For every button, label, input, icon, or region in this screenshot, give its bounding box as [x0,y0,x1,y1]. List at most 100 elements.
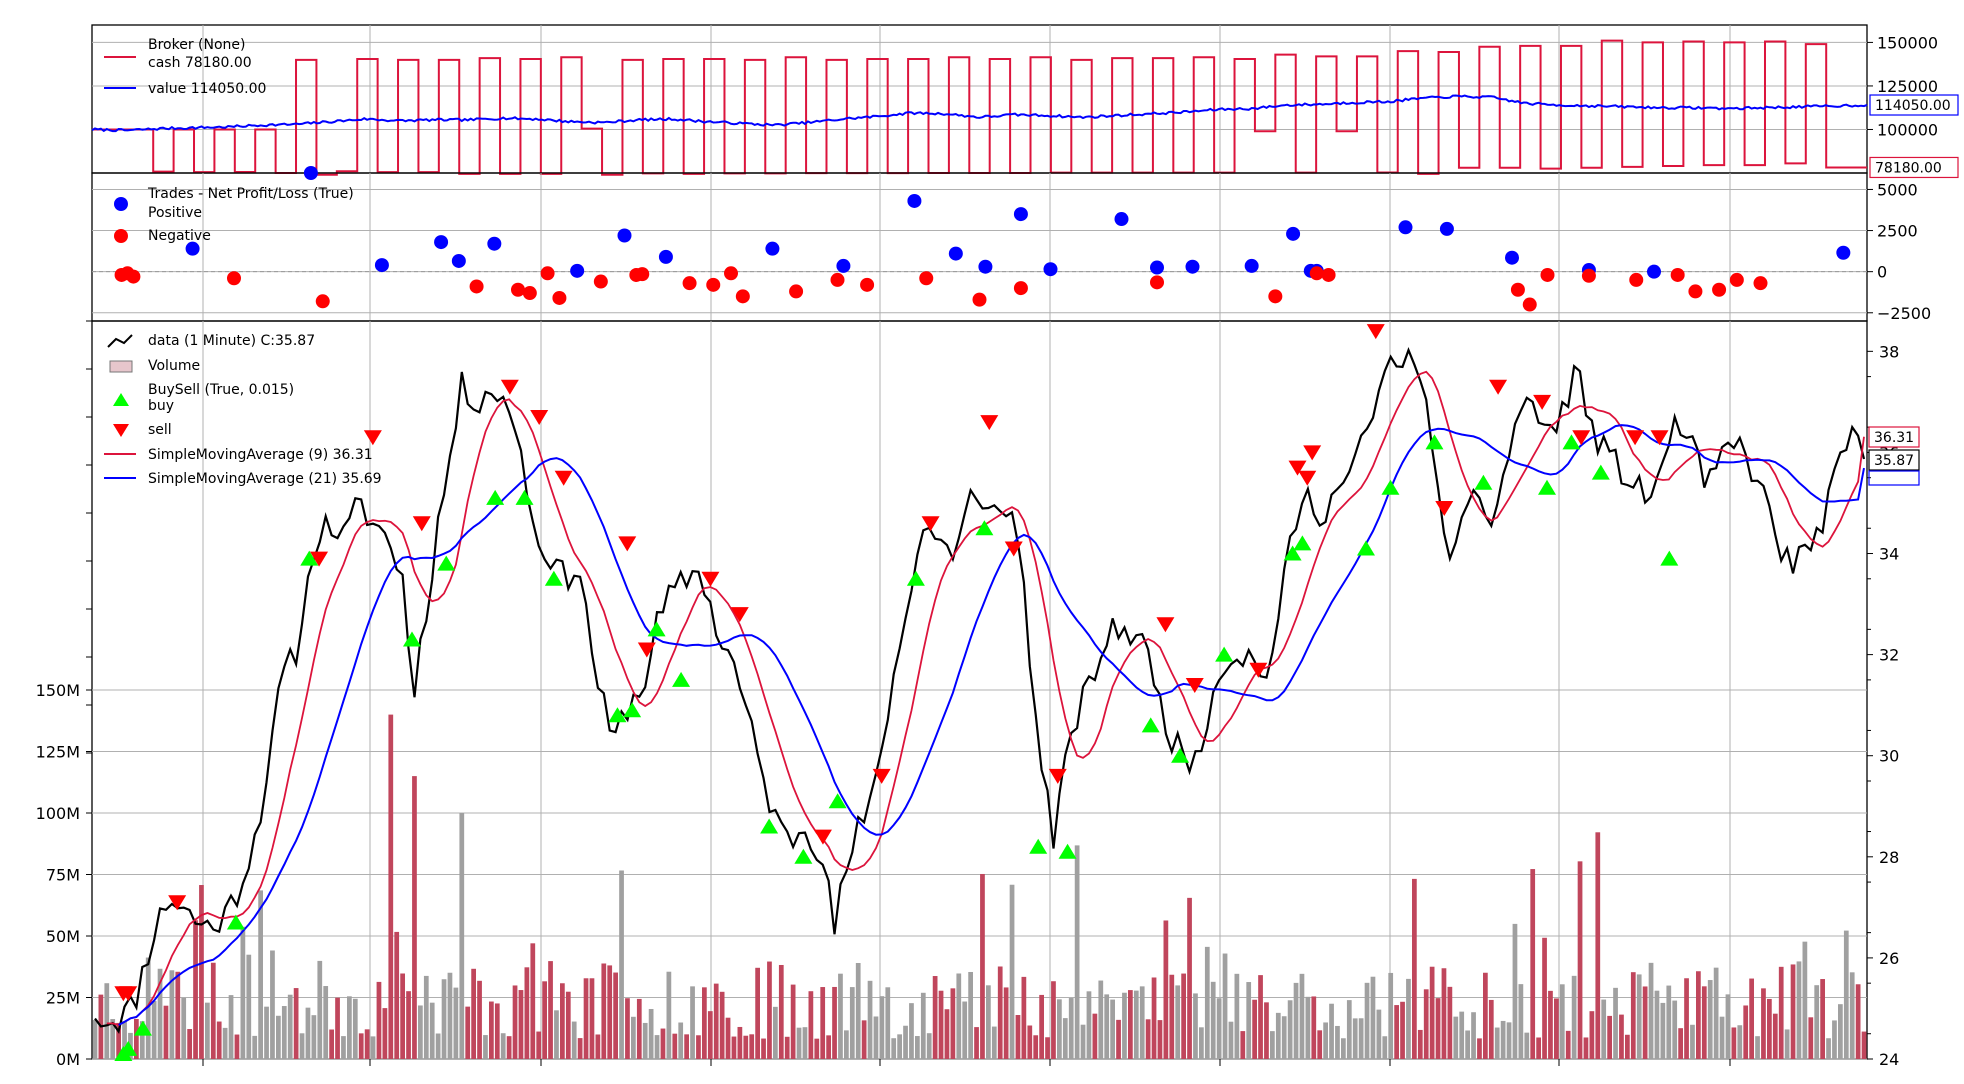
sell-marker [500,379,519,395]
trades-point-positive [1043,262,1058,277]
trades-point-positive [907,193,922,208]
volume-bar [1323,1022,1328,1059]
price-legend-sma21-label: SimpleMovingAverage (21) 35.69 [148,471,382,487]
volume-bar [1684,978,1689,1059]
volume-bar [1287,1000,1293,1059]
volume-bar [1033,1035,1039,1059]
buy-marker [515,489,534,505]
volume-bar [725,1017,731,1059]
volume-bar [489,1001,494,1059]
volume-bar [1341,1038,1346,1059]
buy-marker [1381,479,1400,495]
volume-bar [897,1034,902,1059]
buy-marker [1538,479,1557,495]
volume-bar [169,970,175,1059]
volume-bar [1660,1002,1666,1059]
volume-bar [441,979,447,1059]
volume-bar [855,963,861,1059]
volume-bar [1530,869,1536,1059]
volume-bar [1855,984,1861,1059]
buy-marker [828,793,847,809]
buy-marker [1171,747,1190,763]
trades-point-negative [315,294,330,309]
volume-bar [796,1027,802,1059]
trades-point-positive [658,249,673,264]
volume-bar [1625,1034,1630,1059]
price-ytick-label: 28 [1879,848,1899,867]
volume-bar [258,890,263,1059]
volume-bar [962,1001,968,1059]
volume-bar [1772,1013,1778,1059]
trades-point-positive [836,258,851,273]
volume-bar [1388,972,1394,1059]
volume-bar [1110,999,1115,1059]
volume-bar [1199,1027,1204,1059]
buy-marker [906,570,925,586]
volume-bar [909,1003,914,1059]
sell-marker [1572,430,1591,446]
sell-marker [813,829,832,845]
volume-bar [506,1036,512,1059]
buy-marker [647,621,666,637]
volume-bar [382,1008,388,1059]
volume-bar [1122,992,1127,1059]
volume-bar [1707,980,1713,1059]
volume-bar [1335,1025,1340,1059]
volume-bar [1536,1037,1541,1059]
volume-bar [1057,999,1062,1059]
volume-bar [163,1005,169,1059]
price-ytick-label: 30 [1879,747,1899,766]
volume-bar [116,1022,121,1059]
volume-bar [560,983,565,1059]
trades-point-positive [570,263,585,278]
volume-bar [583,978,589,1059]
sell-marker [1156,617,1175,633]
volume-bar [1849,972,1855,1059]
volume-bar [388,714,394,1059]
trades-point-negative [1581,268,1596,283]
trades-ytick-label: 5000 [1877,180,1918,199]
volume-bar [1228,1021,1234,1059]
volume-bar [1370,976,1376,1059]
volume-bar [483,1035,488,1059]
price-end-value-box-sma21 [1868,470,1920,486]
volume-bar [1761,988,1766,1059]
price-legend-buysell-label: BuySell (True, 0.015) [148,382,294,398]
volume-bar [1512,923,1518,1059]
volume-bar [719,991,725,1059]
volume-bar [749,1034,755,1059]
volume-bar [1329,1003,1334,1059]
volume-bar [879,996,885,1059]
buy-marker [608,707,627,723]
volume-bar [1305,996,1311,1059]
trades-point-negative [860,277,875,292]
sell-marker [1298,470,1317,486]
volume-bar [1595,832,1601,1059]
volume-bar [205,1002,210,1059]
volume-bar [139,1021,145,1059]
volume-bar [145,957,151,1059]
trades-point-positive [765,241,780,256]
volume-bar [737,1026,743,1059]
trades-point-negative [1670,267,1685,282]
volume-bar [731,1036,737,1059]
broker-legend-title: Broker (None) [148,37,246,53]
volume-bar [1441,968,1447,1059]
volume-bar [1838,1004,1843,1059]
volume-bar [844,1030,849,1059]
volume-bar [1820,979,1825,1059]
volume-bar [1264,1002,1269,1059]
trades-point-negative [593,274,608,289]
buy-marker [300,550,319,566]
volume-bar [1465,1030,1470,1059]
trades-point-positive [617,228,632,243]
price-legend-sell-marker [113,424,129,437]
volume-bar [790,984,796,1059]
volume-bar [1181,973,1186,1059]
volume-bar [1565,1030,1571,1059]
volume-bar [589,978,595,1059]
volume-bar [1246,982,1252,1059]
volume-bar [134,1018,139,1059]
volume-bar [938,990,944,1059]
volume-ytick-label: 150M [36,681,80,700]
